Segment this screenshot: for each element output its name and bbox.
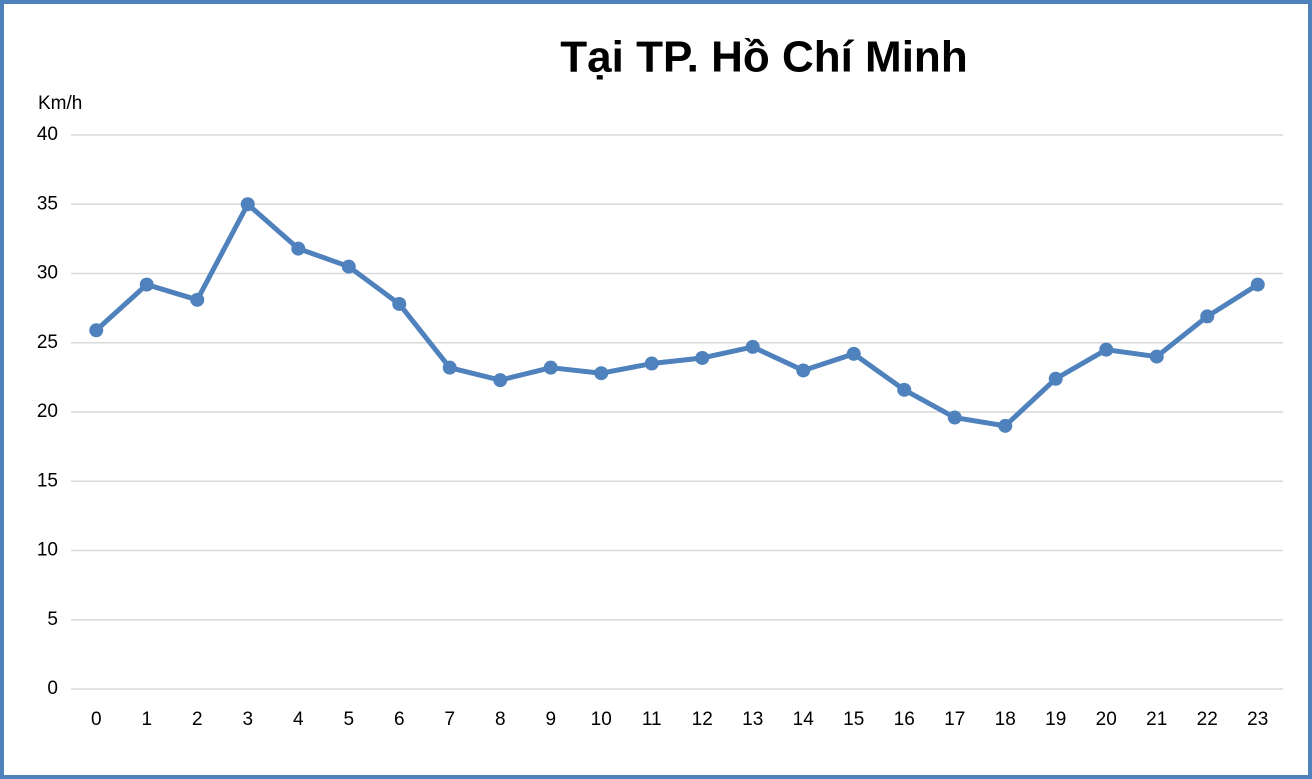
y-tick-label: 30 (37, 263, 58, 284)
series-line (94, 201, 1260, 429)
x-tick-label: 7 (444, 709, 455, 730)
x-tick-label: 4 (293, 709, 304, 730)
data-point (190, 292, 205, 307)
y-tick-label: 35 (37, 193, 58, 214)
x-tick-label: 0 (91, 709, 102, 730)
x-tick-label: 23 (1247, 709, 1268, 730)
data-point (493, 373, 508, 388)
data-point (745, 339, 760, 354)
y-tick-label: 25 (37, 332, 58, 353)
x-tick-label: 3 (242, 709, 253, 730)
data-point (1149, 349, 1164, 364)
data-point (998, 418, 1013, 433)
x-tick-label: 1 (141, 709, 152, 730)
x-tick-label: 15 (843, 709, 864, 730)
x-tick-label: 13 (742, 709, 763, 730)
x-tick-label: 20 (1096, 709, 1117, 730)
data-point (341, 259, 356, 274)
x-tick-label: 5 (343, 709, 354, 730)
x-tick-label: 16 (894, 709, 915, 730)
x-tick-label: 18 (995, 709, 1016, 730)
x-tick-label: 12 (692, 709, 713, 730)
y-tick-label: 5 (47, 609, 58, 630)
data-point (695, 350, 710, 365)
data-point (392, 296, 407, 311)
x-tick-label: 17 (944, 709, 965, 730)
data-point (1048, 371, 1063, 386)
data-point (1200, 309, 1215, 324)
x-tick-label: 22 (1197, 709, 1218, 730)
x-tick-label: 6 (394, 709, 405, 730)
x-tick-label: 14 (793, 709, 815, 730)
data-point (644, 356, 659, 371)
data-point (594, 366, 609, 381)
x-tick-label: 8 (495, 709, 506, 730)
data-point (240, 197, 255, 212)
data-point (947, 410, 962, 425)
x-tick-label: 9 (545, 709, 556, 730)
x-tick-label: 2 (192, 709, 203, 730)
y-tick-label: 10 (37, 540, 58, 561)
x-tick-label: 10 (591, 709, 612, 730)
data-point (139, 277, 154, 292)
data-point (796, 363, 811, 378)
data-point (846, 346, 861, 361)
y-tick-label: 15 (37, 470, 58, 491)
y-tick-label: 20 (37, 401, 58, 422)
x-tick-label: 21 (1146, 709, 1167, 730)
y-tick-label: 0 (47, 678, 58, 699)
data-point (1250, 277, 1265, 292)
data-point (291, 241, 306, 256)
chart-title: Tại TP. Hồ Chí Minh (560, 33, 967, 82)
data-point (1099, 342, 1114, 357)
data-point (897, 382, 912, 397)
data-point (442, 360, 457, 375)
y-axis-label: Km/h (38, 93, 82, 114)
data-point (89, 323, 104, 338)
x-tick-label: 11 (642, 709, 662, 730)
y-tick-label: 40 (37, 124, 58, 145)
data-point (543, 360, 558, 375)
x-tick-label: 19 (1045, 709, 1066, 730)
